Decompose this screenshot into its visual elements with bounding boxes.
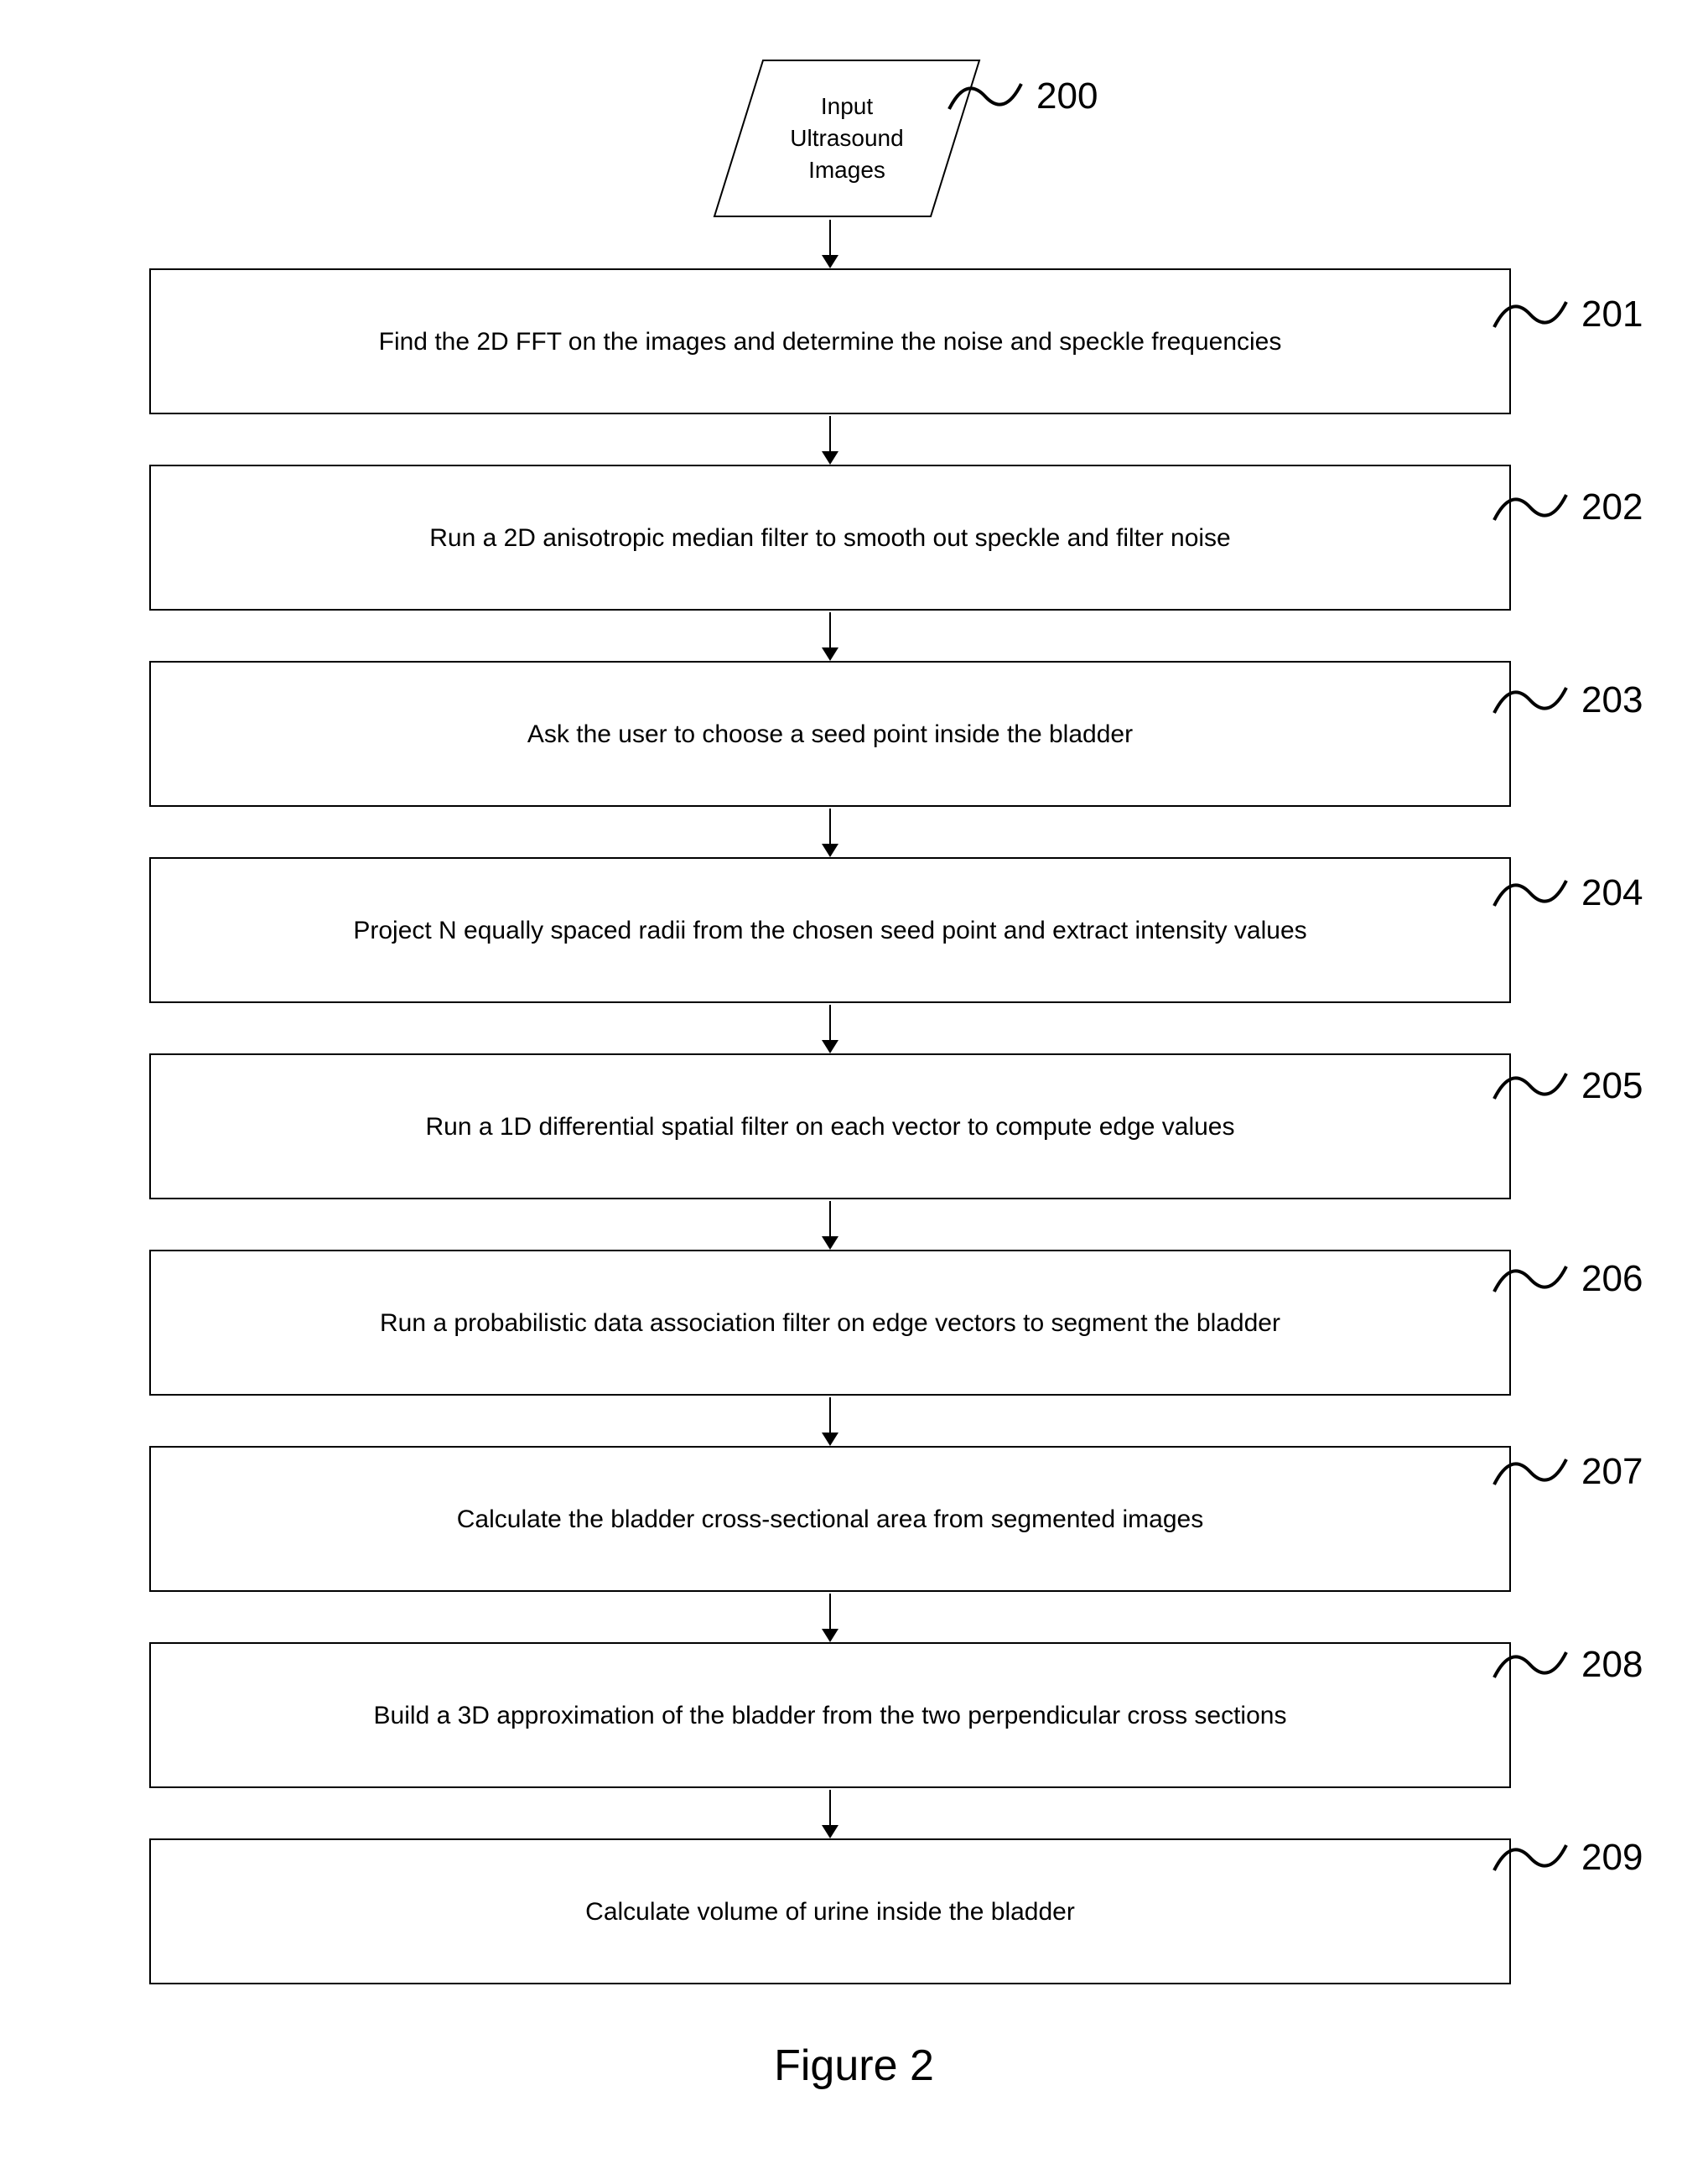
callout-201: 201: [1493, 294, 1643, 335]
squiggle-icon: [1493, 872, 1568, 914]
callout-206: 206: [1493, 1258, 1643, 1300]
step-202: Run a 2D anisotropic median filter to sm…: [149, 465, 1511, 611]
step-text: Calculate volume of urine inside the bla…: [585, 1895, 1075, 1928]
callout-label: 207: [1581, 1451, 1643, 1493]
input-node: InputUltrasoundImages: [713, 59, 981, 218]
callout-207: 207: [1493, 1451, 1643, 1493]
callout-204: 204: [1493, 872, 1643, 914]
arrow: [829, 416, 831, 463]
callout-202: 202: [1493, 486, 1643, 528]
callout-label: 205: [1581, 1065, 1643, 1107]
callout-label: 206: [1581, 1258, 1643, 1300]
callout-209: 209: [1493, 1837, 1643, 1879]
squiggle-icon: [947, 75, 1023, 117]
callout-label: 204: [1581, 872, 1643, 914]
step-207: Calculate the bladder cross-sectional ar…: [149, 1446, 1511, 1592]
step-203: Ask the user to choose a seed point insi…: [149, 661, 1511, 807]
step-text: Run a 1D differential spatial filter on …: [425, 1110, 1234, 1143]
callout-label: 208: [1581, 1644, 1643, 1686]
squiggle-icon: [1493, 1644, 1568, 1686]
step-205: Run a 1D differential spatial filter on …: [149, 1053, 1511, 1199]
step-208: Build a 3D approximation of the bladder …: [149, 1642, 1511, 1788]
callout-label: 203: [1581, 679, 1643, 721]
arrow: [829, 809, 831, 855]
step-text: Project N equally spaced radii from the …: [353, 914, 1306, 947]
page: InputUltrasoundImages Find the 2D FFT on…: [0, 0, 1708, 2158]
callout-205: 205: [1493, 1065, 1643, 1107]
step-text: Ask the user to choose a seed point insi…: [527, 718, 1133, 751]
callout-203: 203: [1493, 679, 1643, 721]
input-node-text: InputUltrasoundImages: [713, 59, 981, 218]
squiggle-icon: [1493, 1065, 1568, 1107]
arrow: [829, 1201, 831, 1248]
step-206: Run a probabilistic data association fil…: [149, 1250, 1511, 1396]
arrow: [829, 220, 831, 267]
callout-200: 200: [947, 75, 1098, 117]
step-201: Find the 2D FFT on the images and determ…: [149, 268, 1511, 414]
step-204: Project N equally spaced radii from the …: [149, 857, 1511, 1003]
arrow: [829, 1594, 831, 1641]
step-text: Run a 2D anisotropic median filter to sm…: [429, 522, 1231, 554]
squiggle-icon: [1493, 294, 1568, 335]
squiggle-icon: [1493, 1258, 1568, 1300]
squiggle-icon: [1493, 486, 1568, 528]
step-text: Run a probabilistic data association fil…: [380, 1307, 1280, 1339]
squiggle-icon: [1493, 1451, 1568, 1493]
figure-caption: Figure 2: [0, 2041, 1708, 2091]
arrow: [829, 1790, 831, 1837]
step-text: Calculate the bladder cross-sectional ar…: [457, 1503, 1203, 1536]
callout-208: 208: [1493, 1644, 1643, 1686]
callout-label: 200: [1036, 75, 1098, 117]
step-text: Find the 2D FFT on the images and determ…: [379, 325, 1282, 358]
callout-label: 201: [1581, 294, 1643, 335]
callout-label: 202: [1581, 486, 1643, 528]
flowchart-column: InputUltrasoundImages Find the 2D FFT on…: [117, 59, 1543, 1984]
step-text: Build a 3D approximation of the bladder …: [374, 1699, 1287, 1732]
step-209: Calculate volume of urine inside the bla…: [149, 1838, 1511, 1984]
arrow: [829, 1005, 831, 1052]
squiggle-icon: [1493, 1837, 1568, 1879]
squiggle-icon: [1493, 679, 1568, 721]
arrow: [829, 1397, 831, 1444]
callout-label: 209: [1581, 1837, 1643, 1879]
arrow: [829, 612, 831, 659]
